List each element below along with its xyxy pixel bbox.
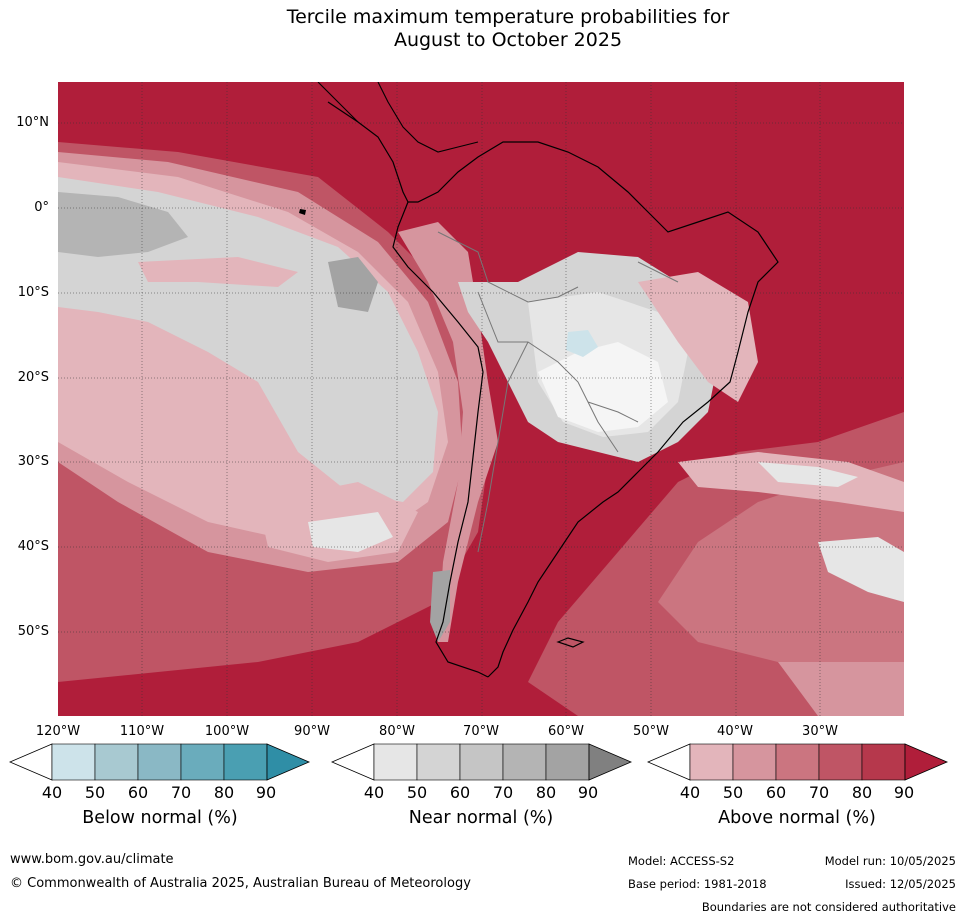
tick-label: 40 [363, 783, 385, 802]
patagonia-near-normal [430, 570, 450, 642]
lat-label: 0° [34, 200, 49, 215]
below-normal-swatch [180, 743, 225, 781]
tick-label: 50 [722, 783, 744, 802]
tick-label: 90 [577, 783, 599, 802]
below-normal-min-arrow [9, 743, 53, 781]
tick-label: 40 [679, 783, 701, 802]
lon-label: 50°W [633, 724, 669, 739]
tick-label: 60 [765, 783, 787, 802]
lon-label: 40°W [717, 724, 753, 739]
lon-label: 120°W [35, 724, 81, 739]
falkland-islands [556, 637, 585, 648]
tick-label: 70 [808, 783, 830, 802]
tick-label: 70 [170, 783, 192, 802]
below-normal-swatch [137, 743, 182, 781]
copyright-text: © Commonwealth of Australia 2025, Austra… [10, 876, 471, 891]
issued-date: Issued: 12/05/2025 [845, 877, 956, 891]
below-normal-swatch [223, 743, 268, 781]
above-normal-swatch [818, 743, 863, 781]
tick-label: 80 [213, 783, 235, 802]
pacific-near-normal-core [58, 192, 188, 257]
above-normal-swatch [775, 743, 820, 781]
title-line-2: August to October 2025 [393, 29, 623, 51]
lat-label: 10°N [16, 115, 49, 130]
south-atlantic-near-normal-streak [758, 462, 858, 487]
probability-map [58, 82, 904, 716]
lon-label: 90°W [294, 724, 330, 739]
central-south-america-white [538, 342, 668, 432]
tick-label: 50 [406, 783, 428, 802]
tick-label: 40 [41, 783, 63, 802]
above-normal-swatch [732, 743, 777, 781]
south-atlantic-light-zone [658, 462, 904, 682]
near-normal-max-arrow [588, 743, 633, 781]
galapagos-islands [299, 209, 306, 215]
tick-label: 70 [492, 783, 514, 802]
tick-label: 50 [84, 783, 106, 802]
near-normal-swatch [545, 743, 590, 781]
below-normal-colorbar [9, 743, 311, 781]
lat-label: 40°S [17, 539, 49, 554]
andes-pale-strip [398, 222, 498, 642]
below-normal-swatch [94, 743, 139, 781]
bom-url-link[interactable]: www.bom.gov.au/climate [10, 852, 174, 867]
country-boundaries [437, 231, 679, 553]
lat-label: 10°S [17, 285, 49, 300]
near-normal-swatch [502, 743, 547, 781]
near-normal-swatch [416, 743, 461, 781]
lat-label: 50°S [17, 624, 49, 639]
title-line-1: Tercile maximum temperature probabilitie… [286, 6, 730, 28]
base-period: Base period: 1981-2018 [628, 877, 767, 891]
lon-label: 100°W [204, 724, 250, 739]
tick-label: 90 [255, 783, 277, 802]
above-normal-title: Above normal (%) [718, 808, 876, 828]
above-normal-min-arrow [647, 743, 691, 781]
lon-label: 60°W [548, 724, 584, 739]
above-normal-max-arrow [904, 743, 949, 781]
pacific-pink-streak [138, 257, 298, 287]
lat-label: 30°S [17, 454, 49, 469]
pacific-near-normal-zone [58, 177, 438, 502]
lon-label: 30°W [802, 724, 838, 739]
below-normal-swatch [51, 743, 96, 781]
brazil-east-pale-zone [638, 272, 758, 402]
tick-label: 90 [893, 783, 915, 802]
above-normal-swatch [861, 743, 906, 781]
tick-label: 60 [449, 783, 471, 802]
lon-label: 70°W [463, 724, 499, 739]
south-pacific-near-normal-patch [308, 512, 393, 552]
south-atlantic-near-normal-east [818, 537, 904, 602]
lon-label: 110°W [119, 724, 165, 739]
lat-label: 20°S [17, 370, 49, 385]
boundaries-disclaimer: Boundaries are not considered authoritat… [701, 900, 956, 914]
tick-label: 80 [535, 783, 557, 802]
below-normal-patch [566, 330, 598, 357]
near-normal-min-arrow [331, 743, 375, 781]
tick-label: 80 [851, 783, 873, 802]
southeast-pale-zone [778, 662, 904, 716]
above-normal-swatch [689, 743, 734, 781]
near-normal-swatch [373, 743, 418, 781]
near-normal-title: Near normal (%) [408, 808, 554, 828]
near-normal-swatch [459, 743, 504, 781]
coastline [327, 101, 779, 678]
below-normal-title: Below normal (%) [82, 808, 238, 828]
map-title: Tercile maximum temperature probabilitie… [0, 6, 965, 52]
lon-label: 80°W [379, 724, 415, 739]
above-normal-colorbar [647, 743, 949, 781]
model-name: Model: ACCESS-S2 [628, 854, 735, 868]
model-run-date: Model run: 10/05/2025 [824, 854, 956, 868]
pacific-near-normal-spot [328, 257, 378, 312]
tick-label: 60 [127, 783, 149, 802]
below-normal-max-arrow [266, 743, 311, 781]
central-america-coast [317, 82, 479, 153]
near-normal-colorbar [331, 743, 633, 781]
graticule [58, 82, 904, 716]
